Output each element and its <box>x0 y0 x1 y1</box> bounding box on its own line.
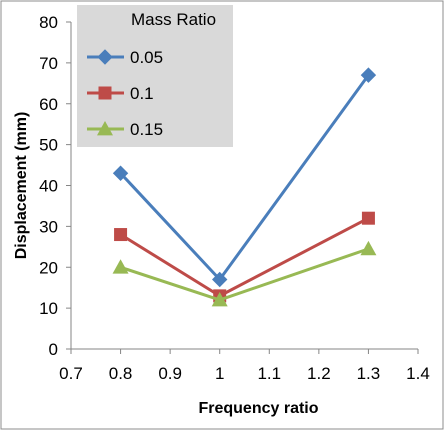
y-tick-label: 0 <box>49 340 58 359</box>
legend-swatch-marker <box>98 86 112 100</box>
y-tick-label: 20 <box>39 258 58 277</box>
data-point-0.15 <box>360 240 377 256</box>
y-tick-label: 60 <box>39 95 58 114</box>
x-tick-label: 0.9 <box>158 364 182 383</box>
data-point-0.1 <box>361 211 375 225</box>
data-point-0.05 <box>360 67 377 83</box>
legend-label: 0.1 <box>130 84 154 103</box>
x-tick-label: 1.1 <box>257 364 281 383</box>
legend-title: Mass Ratio <box>131 10 216 29</box>
y-axis-title: Displacement (mm) <box>13 112 30 260</box>
x-tick-label: 1 <box>215 364 224 383</box>
x-tick-label: 0.8 <box>109 364 133 383</box>
x-tick-label: 1.2 <box>307 364 331 383</box>
legend-swatch-marker <box>97 121 113 136</box>
data-point-0.05 <box>212 271 228 288</box>
x-tick-label: 1.4 <box>406 364 430 383</box>
x-axis-title: Frequency ratio <box>198 400 318 417</box>
legend-label: 0.15 <box>130 120 163 139</box>
y-tick-label: 70 <box>39 54 58 73</box>
data-point-0.1 <box>114 228 128 242</box>
x-tick-label: 1.3 <box>357 364 381 383</box>
y-tick-label: 30 <box>39 217 58 236</box>
y-tick-label: 40 <box>39 177 58 196</box>
x-tick-label: 0.7 <box>59 364 83 383</box>
data-point-0.15 <box>211 291 228 307</box>
y-tick-label: 50 <box>39 136 58 155</box>
legend-box <box>77 5 233 147</box>
data-point-0.05 <box>112 165 129 181</box>
y-tick-label: 80 <box>39 13 58 32</box>
data-point-0.15 <box>112 259 129 274</box>
legend-swatch-marker <box>97 49 113 65</box>
legend-label: 0.05 <box>130 48 163 67</box>
y-tick-label: 10 <box>39 299 58 318</box>
